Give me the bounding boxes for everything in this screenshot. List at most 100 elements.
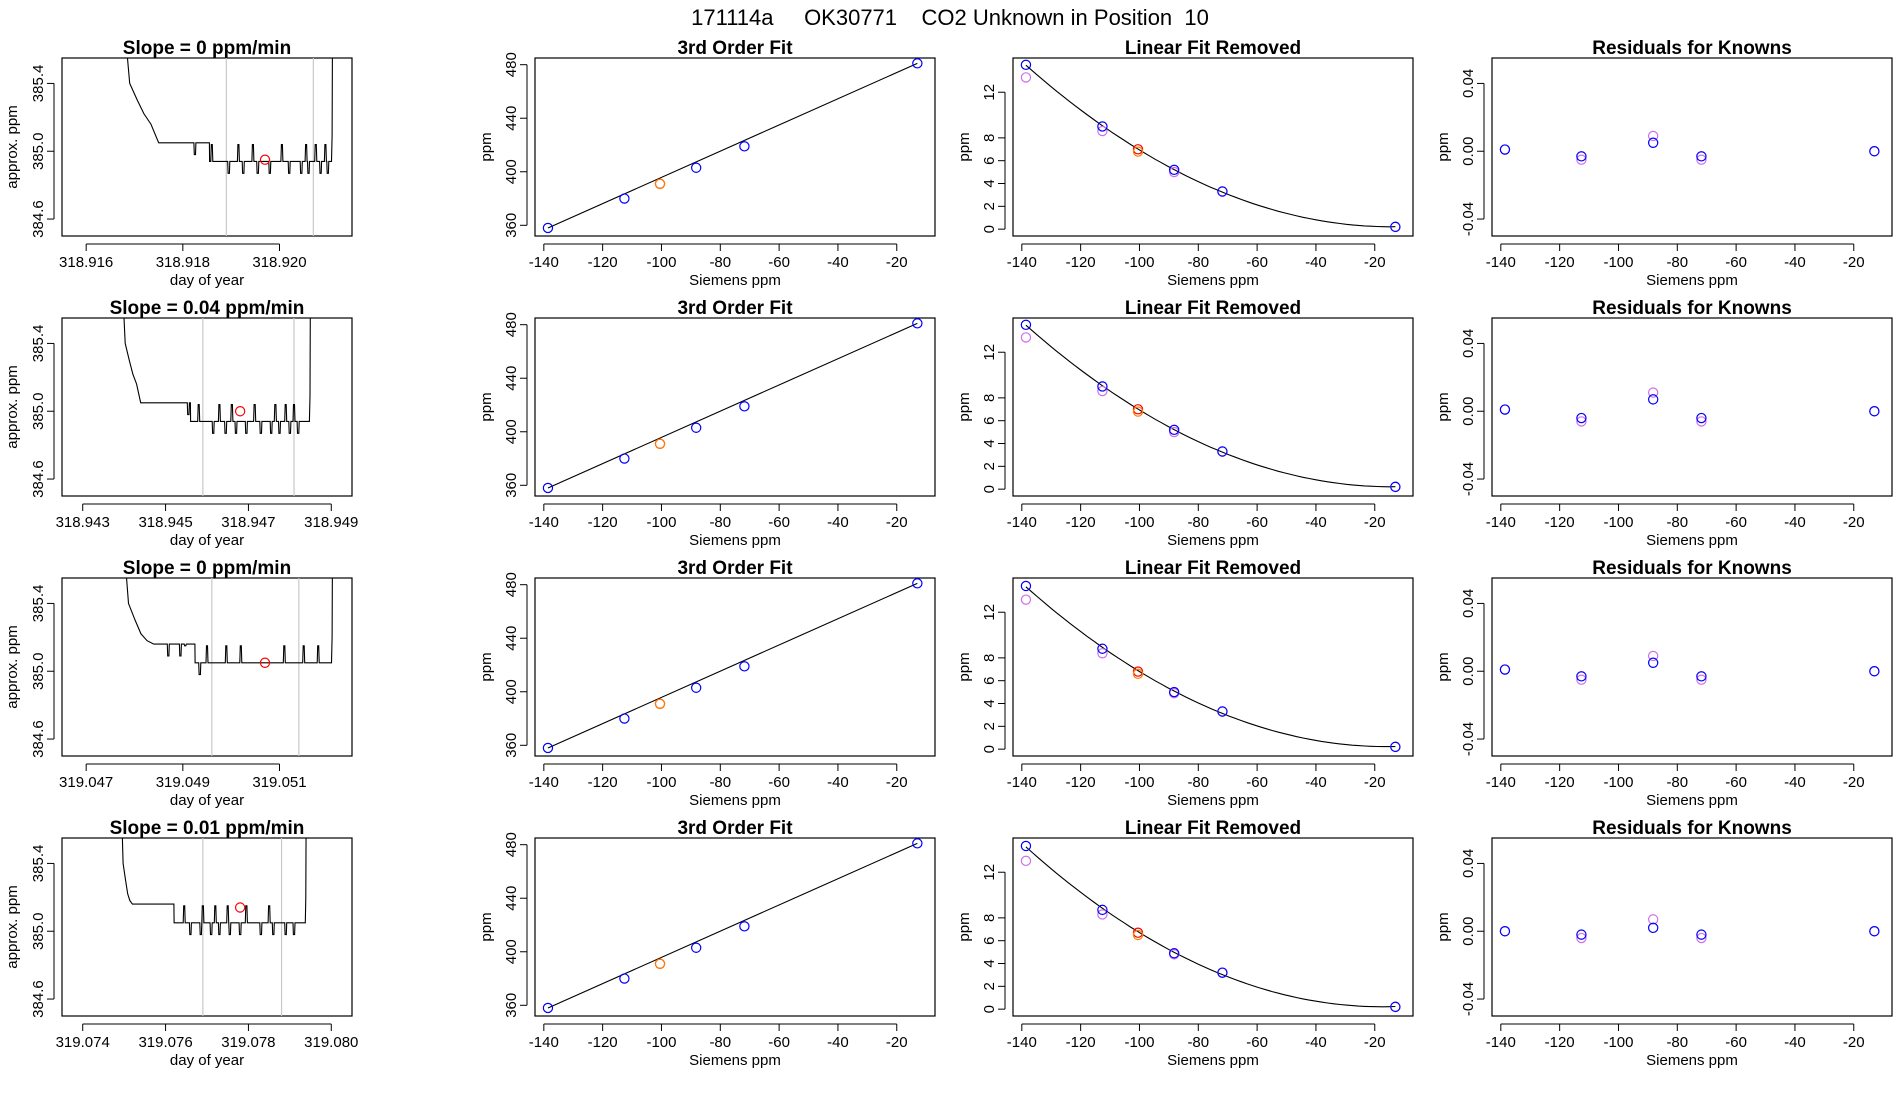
- y-tick-label: -0.04: [1460, 982, 1477, 1016]
- x-tick-label: 318.918: [156, 254, 210, 271]
- known-standard-point: [1390, 1001, 1401, 1013]
- x-tick-label: -40: [1784, 774, 1806, 791]
- unknown-point: [654, 178, 666, 190]
- y-tick-label: 0.04: [1460, 849, 1477, 878]
- x-tick-label: -100: [646, 254, 676, 271]
- plot-area: [542, 318, 923, 494]
- panel-title: Residuals for Knowns: [1592, 298, 1792, 319]
- x-tick-label: 318.920: [252, 254, 306, 271]
- known-standard-point: [739, 141, 750, 152]
- y-tick-label: -0.04: [1460, 462, 1477, 496]
- y-axis-label: ppm: [478, 132, 495, 161]
- ppm-trace-line: [126, 58, 333, 174]
- x-tick-label: -100: [646, 514, 676, 531]
- x-tick-label: -100: [1124, 514, 1154, 531]
- residual-point: [1647, 394, 1659, 405]
- known-standard-point: [1390, 741, 1401, 753]
- y-tick-label: 0: [981, 225, 998, 233]
- x-tick-label: -120: [1066, 774, 1096, 791]
- y-tick-label: 8: [981, 914, 998, 922]
- x-tick-label: -120: [1545, 774, 1575, 791]
- residual-point-alt: [1576, 932, 1587, 944]
- x-tick-label: -120: [588, 774, 618, 791]
- x-tick-label: -20: [886, 254, 908, 271]
- known-standard-point: [1168, 424, 1180, 436]
- x-tick-label: 319.078: [221, 1034, 275, 1051]
- x-tick-label: 319.074: [56, 1034, 110, 1051]
- x-tick-label: -60: [1725, 774, 1747, 791]
- y-tick-label: 8: [981, 654, 998, 662]
- panel-title: 3rd Order Fit: [677, 558, 793, 579]
- x-tick-label: -120: [1066, 254, 1096, 271]
- y-tick-label: 12: [981, 604, 998, 621]
- unknown-point: [654, 438, 666, 450]
- x-tick-label: -80: [709, 254, 731, 271]
- known-standard-point: [1217, 446, 1228, 457]
- x-axis-label: day of year: [170, 1052, 244, 1069]
- x-tick-label: -20: [1364, 1034, 1386, 1051]
- plot-area: [126, 58, 333, 236]
- residual-point-alt: [1647, 387, 1659, 398]
- x-tick-label: -40: [827, 774, 849, 791]
- plot-area: [123, 318, 311, 496]
- known-standard-point-alt: [1097, 385, 1108, 397]
- unknown-mean-point: [259, 657, 271, 668]
- known-standard-point-alt: [1020, 72, 1032, 83]
- known-standard-point: [542, 742, 554, 754]
- x-axis-label: day of year: [170, 532, 244, 549]
- chart-panel-r2-c0: Slope = 0 ppm/min 319.047 319.049 319.051 da…: [4, 558, 353, 809]
- y-tick-label: 2: [981, 982, 998, 990]
- x-tick-label: -20: [1364, 514, 1386, 531]
- plot-area: [125, 578, 333, 756]
- y-tick-label: 6: [981, 677, 998, 685]
- y-axis-label: ppm: [478, 912, 495, 941]
- x-tick-label: -100: [1124, 254, 1154, 271]
- plot-frame: [1012, 577, 1414, 757]
- y-axis-label: ppm: [1435, 132, 1452, 161]
- y-tick-label: 0.04: [1460, 329, 1477, 358]
- chart-panel-r0-c0: Slope = 0 ppm/min 318.916 318.918 318.920 da…: [4, 38, 353, 289]
- y-tick-label: 12: [981, 864, 998, 881]
- residual-point: [1499, 926, 1511, 937]
- x-tick-label: -100: [646, 774, 676, 791]
- known-standard-point: [912, 318, 923, 329]
- x-tick-label: -120: [1066, 514, 1096, 531]
- x-tick-label: -60: [1246, 774, 1268, 791]
- y-tick-label: 0.04: [1460, 69, 1477, 98]
- known-standard-point: [619, 453, 630, 464]
- y-tick-label: 4: [981, 179, 998, 187]
- known-standard-point: [739, 401, 750, 412]
- residual-point: [1576, 412, 1587, 424]
- plot-area: [1499, 130, 1880, 165]
- x-axis-label: day of year: [170, 272, 244, 289]
- plot-frame: [1491, 837, 1893, 1017]
- unknown-point: [1132, 666, 1144, 677]
- residual-point-alt: [1576, 154, 1587, 165]
- y-tick-label: 385.0: [30, 392, 47, 430]
- y-tick-label: -0.04: [1460, 202, 1477, 236]
- x-tick-label: -40: [827, 514, 849, 531]
- known-standard-point: [619, 973, 630, 984]
- x-axis-label: Siemens ppm: [689, 1052, 781, 1069]
- known-standard-point: [690, 942, 702, 953]
- x-tick-label: 319.051: [252, 774, 306, 791]
- plot-frame: [61, 317, 353, 497]
- x-tick-label: -140: [1007, 774, 1037, 791]
- panel-title: Linear Fit Removed: [1125, 38, 1301, 59]
- x-tick-label: -140: [529, 254, 559, 271]
- y-axis-label: ppm: [956, 132, 973, 161]
- y-tick-label: 360: [503, 733, 520, 758]
- y-tick-label: 385.4: [30, 325, 47, 363]
- known-standard-point: [912, 578, 923, 589]
- known-standard-point-alt: [1168, 166, 1180, 178]
- y-axis-label: ppm: [956, 392, 973, 421]
- x-tick-label: 318.947: [221, 514, 275, 531]
- plot-frame: [1491, 317, 1893, 497]
- y-axis-label: ppm: [478, 652, 495, 681]
- x-tick-label: -40: [1784, 1034, 1806, 1051]
- x-tick-label: -80: [1187, 774, 1209, 791]
- unknown-point: [1132, 929, 1144, 941]
- residual-point-alt: [1696, 154, 1707, 165]
- y-tick-label: 385.0: [30, 132, 47, 170]
